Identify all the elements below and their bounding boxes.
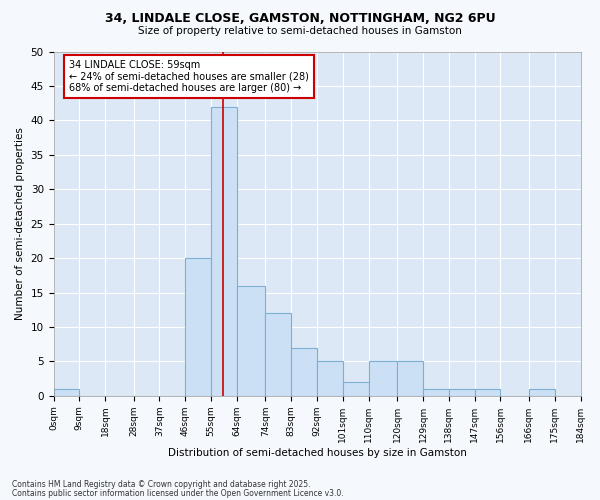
Bar [237,286,265,396]
Text: Contains public sector information licensed under the Open Government Licence v3: Contains public sector information licen… [12,488,344,498]
Bar [317,362,343,396]
Bar [449,389,475,396]
Bar [211,106,237,396]
Text: Contains HM Land Registry data © Crown copyright and database right 2025.: Contains HM Land Registry data © Crown c… [12,480,311,489]
Y-axis label: Number of semi-detached properties: Number of semi-detached properties [15,127,25,320]
Bar [475,389,500,396]
Text: 34, LINDALE CLOSE, GAMSTON, NOTTINGHAM, NG2 6PU: 34, LINDALE CLOSE, GAMSTON, NOTTINGHAM, … [104,12,496,26]
Bar [291,348,317,396]
Bar [185,258,211,396]
Bar [368,362,397,396]
Bar [529,389,555,396]
X-axis label: Distribution of semi-detached houses by size in Gamston: Distribution of semi-detached houses by … [167,448,466,458]
Bar [343,382,368,396]
Bar [423,389,449,396]
Bar [397,362,423,396]
Bar [53,389,79,396]
Text: 34 LINDALE CLOSE: 59sqm
← 24% of semi-detached houses are smaller (28)
68% of se: 34 LINDALE CLOSE: 59sqm ← 24% of semi-de… [70,60,309,94]
Bar [265,313,291,396]
Text: Size of property relative to semi-detached houses in Gamston: Size of property relative to semi-detach… [138,26,462,36]
